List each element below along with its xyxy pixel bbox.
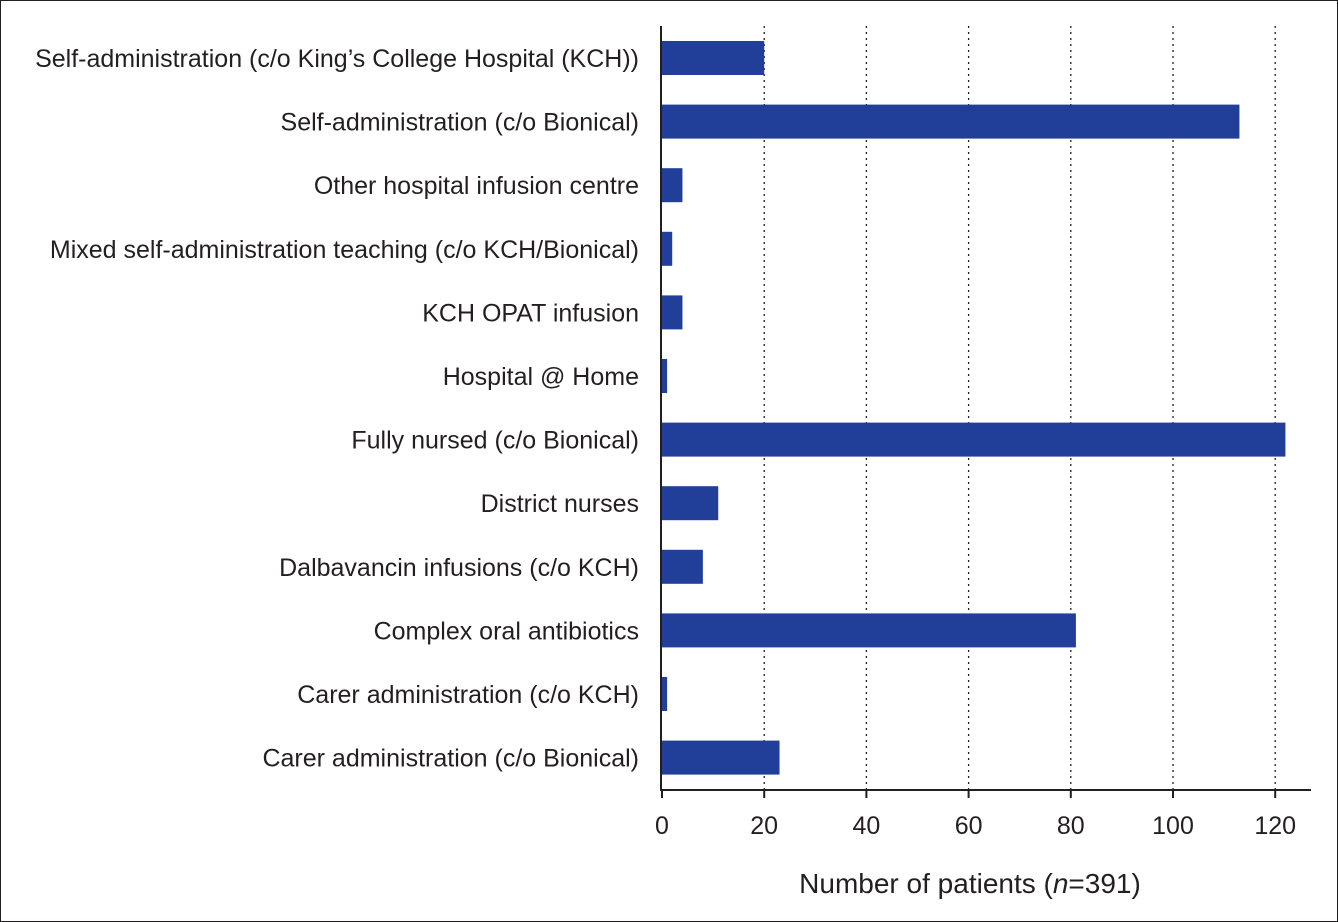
x-axis-title-italic: n bbox=[1053, 868, 1069, 899]
category-labels: Self-administration (c/o King’s College … bbox=[35, 45, 639, 773]
tick-label: 80 bbox=[1057, 812, 1085, 840]
bar bbox=[662, 740, 780, 775]
tick-label: 60 bbox=[955, 812, 983, 840]
x-axis-title: Number of patients (n=391) bbox=[799, 868, 1141, 899]
category-label: Carer administration (c/o KCH) bbox=[297, 681, 639, 709]
bar bbox=[662, 41, 765, 75]
category-label: Fully nursed (c/o Bionical) bbox=[351, 427, 639, 455]
category-label: Self-administration (c/o Bionical) bbox=[281, 109, 639, 137]
tick-label: 120 bbox=[1254, 812, 1296, 840]
category-label: Dalbavancin infusions (c/o KCH) bbox=[279, 554, 639, 582]
x-ticks: 0 20 40 60 80 100 120 bbox=[655, 790, 1296, 840]
bar bbox=[662, 549, 703, 584]
bar bbox=[662, 613, 1076, 648]
x-axis-title-prefix: Number of patients ( bbox=[799, 868, 1053, 899]
category-label: Carer administration (c/o Bionical) bbox=[262, 745, 639, 773]
category-label: Other hospital infusion centre bbox=[314, 172, 639, 200]
tick-label: 20 bbox=[750, 812, 778, 840]
category-label: Hospital @ Home bbox=[443, 363, 639, 391]
bar bbox=[662, 104, 1240, 139]
bar bbox=[662, 295, 683, 330]
bar bbox=[662, 168, 683, 203]
tick-label: 100 bbox=[1152, 812, 1194, 840]
gridlines bbox=[763, 26, 1276, 790]
category-label: District nurses bbox=[481, 490, 639, 518]
tick-label: 0 bbox=[655, 812, 669, 840]
bars bbox=[662, 41, 1286, 775]
category-label: Complex oral antibiotics bbox=[374, 617, 639, 645]
category-label: KCH OPAT infusion bbox=[422, 299, 639, 327]
bar bbox=[662, 677, 668, 711]
bar bbox=[662, 422, 1286, 457]
bar bbox=[662, 359, 668, 393]
x-axis-title-suffix: =391) bbox=[1068, 868, 1140, 899]
axes bbox=[660, 26, 1311, 791]
category-label: Mixed self-administration teaching (c/o … bbox=[50, 236, 639, 264]
bar bbox=[662, 231, 673, 266]
bar bbox=[662, 486, 719, 521]
category-label: Self-administration (c/o King’s College … bbox=[35, 45, 639, 73]
tick-label: 40 bbox=[852, 812, 880, 840]
